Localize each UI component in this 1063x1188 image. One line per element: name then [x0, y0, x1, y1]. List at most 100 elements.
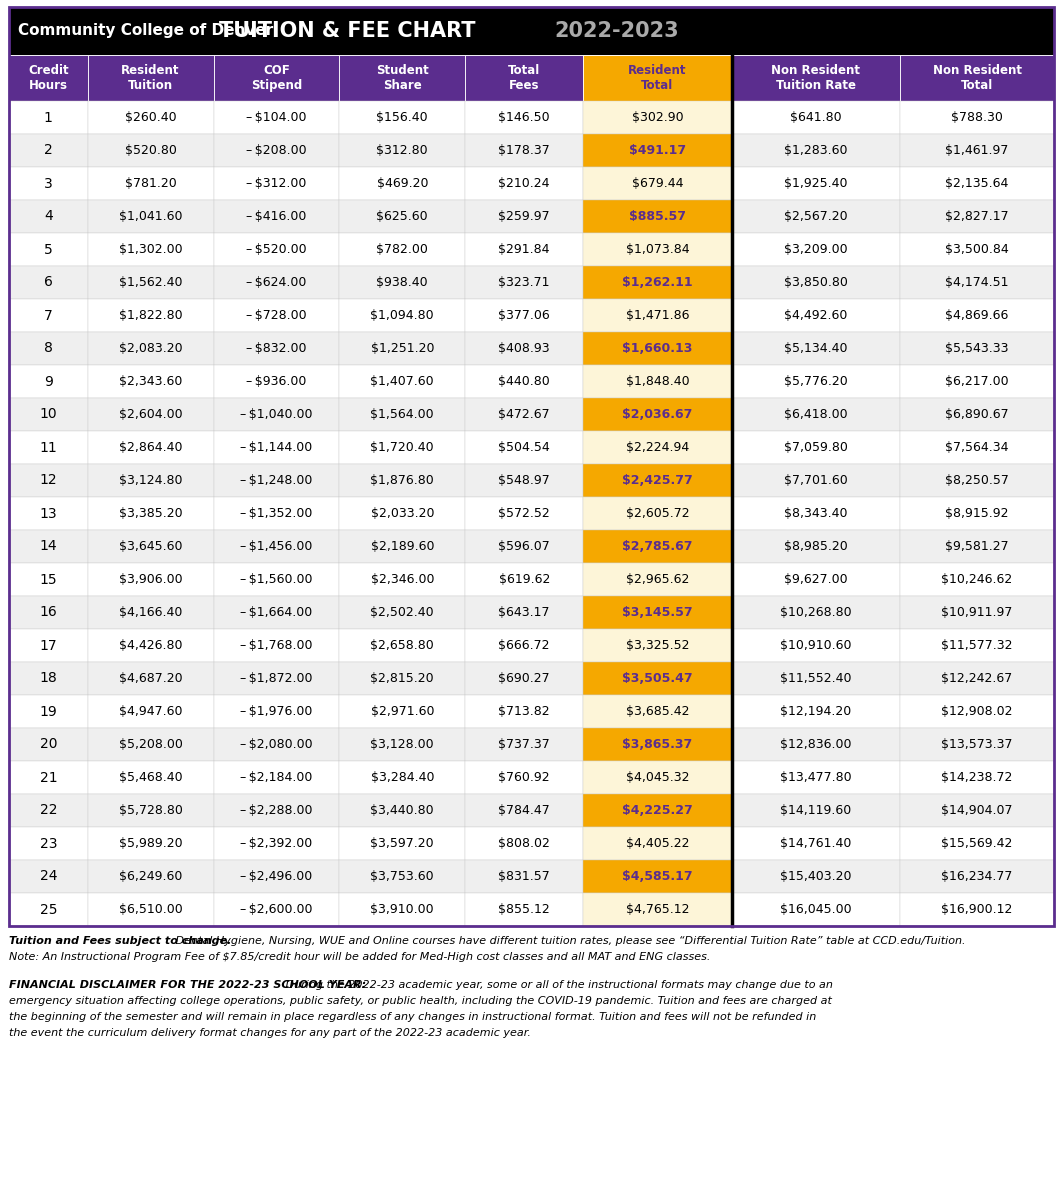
Text: $16,900.12: $16,900.12	[942, 903, 1013, 916]
Bar	[466, 101, 584, 134]
Bar	[339, 662, 466, 695]
Text: $1,660.13: $1,660.13	[622, 342, 692, 355]
Text: 1: 1	[44, 110, 53, 125]
Text: $885.57: $885.57	[629, 210, 686, 223]
Bar	[9, 762, 87, 794]
Bar	[584, 628, 731, 662]
Bar	[466, 168, 584, 200]
Bar	[900, 662, 1054, 695]
Text: $6,510.00: $6,510.00	[119, 903, 183, 916]
Text: $12,242.67: $12,242.67	[942, 672, 1013, 685]
Bar	[900, 331, 1054, 365]
Bar	[731, 168, 900, 200]
Bar	[900, 134, 1054, 168]
Text: Note: An Instructional Program Fee of $7.85/credit hour will be added for Med-Hi: Note: An Instructional Program Fee of $7…	[9, 952, 710, 962]
Text: $408.93: $408.93	[499, 342, 550, 355]
Bar	[87, 662, 214, 695]
Bar	[731, 398, 900, 431]
Bar	[339, 497, 466, 530]
Bar	[87, 299, 214, 331]
Text: $4,225.27: $4,225.27	[622, 804, 693, 817]
Text: $3,865.37: $3,865.37	[622, 738, 692, 751]
Bar	[339, 860, 466, 893]
Text: $6,418.00: $6,418.00	[784, 407, 847, 421]
Text: 16: 16	[39, 606, 57, 619]
Bar	[731, 365, 900, 398]
Bar	[466, 662, 584, 695]
Text: $12,836.00: $12,836.00	[780, 738, 851, 751]
Text: $5,208.00: $5,208.00	[119, 738, 183, 751]
Text: $11,552.40: $11,552.40	[780, 672, 851, 685]
Bar	[466, 55, 584, 101]
Text: $690.27: $690.27	[499, 672, 550, 685]
Text: $312.80: $312.80	[376, 144, 428, 157]
Text: $1,925.40: $1,925.40	[784, 177, 847, 190]
Text: 17: 17	[39, 638, 57, 652]
Bar	[9, 200, 87, 233]
Bar	[900, 530, 1054, 563]
Text: $784.47: $784.47	[499, 804, 550, 817]
Text: $14,238.72: $14,238.72	[942, 771, 1013, 784]
Text: $6,217.00: $6,217.00	[945, 375, 1009, 388]
Text: $3,906.00: $3,906.00	[119, 573, 183, 586]
Text: $2,965.62: $2,965.62	[626, 573, 689, 586]
Text: $548.97: $548.97	[499, 474, 550, 487]
Text: 15: 15	[39, 573, 57, 587]
Text: During the 2022-23 academic year, some or all of the instructional formats may c: During the 2022-23 academic year, some o…	[282, 980, 833, 990]
Text: $1,720.40: $1,720.40	[371, 441, 434, 454]
Text: $1,564.00: $1,564.00	[371, 407, 434, 421]
Text: 7: 7	[44, 309, 53, 322]
Text: 20: 20	[39, 738, 57, 752]
Bar	[584, 563, 731, 596]
Bar	[584, 465, 731, 497]
Text: $3,440.80: $3,440.80	[371, 804, 434, 817]
Text: $10,268.80: $10,268.80	[780, 606, 851, 619]
Bar	[731, 101, 900, 134]
Bar	[466, 860, 584, 893]
Bar	[731, 794, 900, 827]
Bar	[584, 168, 731, 200]
Text: $2,346.00: $2,346.00	[371, 573, 434, 586]
Bar	[214, 168, 339, 200]
Text: 4: 4	[44, 209, 53, 223]
Text: $3,385.20: $3,385.20	[119, 507, 183, 520]
Bar	[9, 628, 87, 662]
Bar	[339, 431, 466, 465]
Bar	[466, 299, 584, 331]
Bar	[9, 662, 87, 695]
Text: $2,864.40: $2,864.40	[119, 441, 183, 454]
Text: 10: 10	[39, 407, 57, 422]
Text: 11: 11	[39, 441, 57, 455]
Text: $572.52: $572.52	[499, 507, 550, 520]
Text: the beginning of the semester and will remain in place regardless of any changes: the beginning of the semester and will r…	[9, 1012, 816, 1022]
Text: $11,577.32: $11,577.32	[941, 639, 1013, 652]
Text: – $2,288.00: – $2,288.00	[240, 804, 313, 817]
Text: – $1,040.00: – $1,040.00	[240, 407, 313, 421]
Bar	[87, 398, 214, 431]
Text: $3,325.52: $3,325.52	[626, 639, 689, 652]
Text: – $520.00: – $520.00	[247, 244, 307, 255]
Text: $713.82: $713.82	[499, 704, 550, 718]
Text: $146.50: $146.50	[499, 110, 550, 124]
Bar	[9, 465, 87, 497]
Text: FINANCIAL DISCLAIMER FOR THE 2022-23 SCHOOL YEAR:: FINANCIAL DISCLAIMER FOR THE 2022-23 SCH…	[9, 980, 366, 990]
Text: $5,543.33: $5,543.33	[945, 342, 1009, 355]
Text: $2,502.40: $2,502.40	[371, 606, 434, 619]
Bar	[214, 860, 339, 893]
Bar	[339, 794, 466, 827]
Bar	[584, 827, 731, 860]
Text: $781.20: $781.20	[124, 177, 176, 190]
Text: $3,128.00: $3,128.00	[371, 738, 434, 751]
Bar	[87, 497, 214, 530]
Text: Resident
Tuition: Resident Tuition	[121, 64, 180, 91]
Text: $4,174.51: $4,174.51	[945, 276, 1009, 289]
Text: $831.57: $831.57	[499, 870, 550, 883]
Text: $2,036.67: $2,036.67	[622, 407, 692, 421]
Text: $10,911.97: $10,911.97	[942, 606, 1013, 619]
Text: $938.40: $938.40	[376, 276, 428, 289]
Bar	[87, 233, 214, 266]
Text: 9: 9	[44, 374, 53, 388]
Bar	[214, 299, 339, 331]
Bar	[900, 365, 1054, 398]
Bar	[466, 827, 584, 860]
